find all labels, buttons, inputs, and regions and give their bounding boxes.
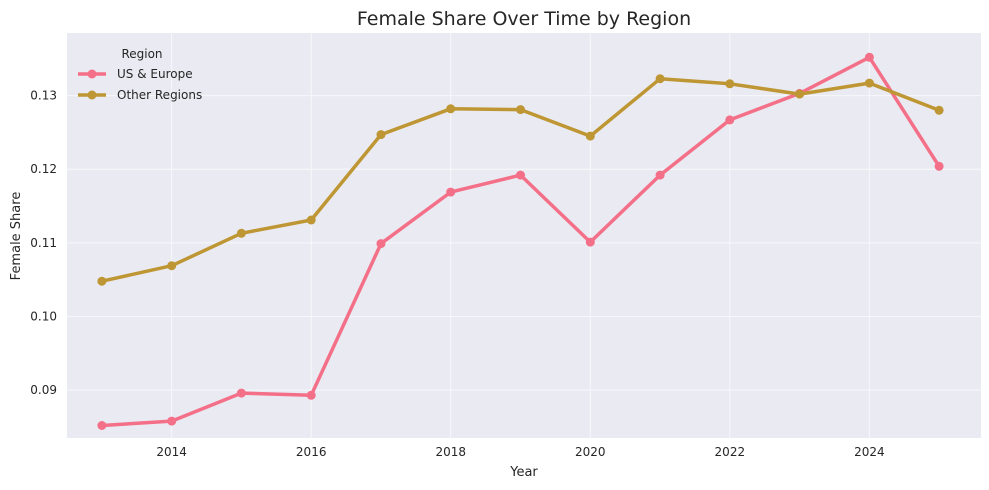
- data-point-other-regions: [585, 131, 595, 141]
- x-tick-label: 2020: [575, 445, 606, 459]
- series-other-regions: [97, 74, 944, 286]
- data-point-us-europe: [236, 388, 246, 398]
- legend: Region US & Europe Other Regions: [78, 47, 202, 102]
- data-point-us-europe: [306, 390, 316, 400]
- x-axis-label: Year: [509, 465, 538, 480]
- data-point-other-regions: [167, 261, 177, 271]
- y-tick-label: 0.10: [30, 310, 57, 324]
- data-point-other-regions: [655, 74, 665, 84]
- data-point-us-europe: [167, 416, 177, 426]
- data-point-us-europe: [97, 421, 107, 430]
- data-point-other-regions: [236, 228, 246, 238]
- data-point-us-europe: [376, 239, 386, 249]
- data-point-us-europe: [585, 237, 595, 247]
- legend-marker-us-europe: [87, 69, 97, 79]
- data-point-other-regions: [306, 215, 316, 225]
- legend-title: Region: [121, 47, 162, 61]
- series-group: [97, 52, 944, 430]
- data-point-other-regions: [864, 78, 874, 88]
- x-tick-labels: 2014 2016 2018 2020 2022 2024: [156, 445, 884, 459]
- x-tick-label: 2018: [435, 445, 466, 459]
- x-tick-label: 2024: [854, 445, 885, 459]
- data-point-other-regions: [795, 89, 805, 99]
- legend-label-us-europe: US & Europe: [117, 67, 193, 81]
- x-tick-label: 2016: [296, 445, 327, 459]
- grid-lines: [67, 33, 981, 438]
- data-point-other-regions: [446, 104, 456, 114]
- x-tick-label: 2014: [156, 445, 187, 459]
- data-point-us-europe: [516, 170, 525, 180]
- data-point-other-regions: [376, 130, 386, 140]
- data-point-us-europe: [864, 52, 874, 62]
- y-tick-labels: 0.09 0.10 0.11 0.12 0.13: [30, 89, 57, 398]
- legend-entry-other-regions: Other Regions: [78, 88, 202, 102]
- data-point-other-regions: [725, 79, 735, 89]
- data-point-us-europe: [446, 187, 456, 197]
- data-point-us-europe: [655, 170, 665, 180]
- legend-marker-other-regions: [87, 90, 97, 100]
- data-point-other-regions: [934, 105, 944, 115]
- data-point-us-europe: [934, 161, 944, 171]
- legend-label-other-regions: Other Regions: [117, 88, 202, 102]
- y-tick-label: 0.11: [30, 236, 57, 250]
- x-tick-label: 2022: [715, 445, 746, 459]
- data-point-other-regions: [97, 276, 107, 286]
- y-tick-label: 0.09: [30, 383, 57, 397]
- y-tick-label: 0.12: [30, 162, 57, 176]
- y-tick-label: 0.13: [30, 89, 57, 103]
- data-point-us-europe: [725, 115, 735, 125]
- data-point-other-regions: [516, 105, 525, 115]
- legend-entry-us-europe: US & Europe: [78, 67, 193, 81]
- y-axis-label: Female Share: [9, 192, 24, 281]
- chart-title: Female Share Over Time by Region: [357, 8, 691, 30]
- plot-area: [67, 33, 981, 438]
